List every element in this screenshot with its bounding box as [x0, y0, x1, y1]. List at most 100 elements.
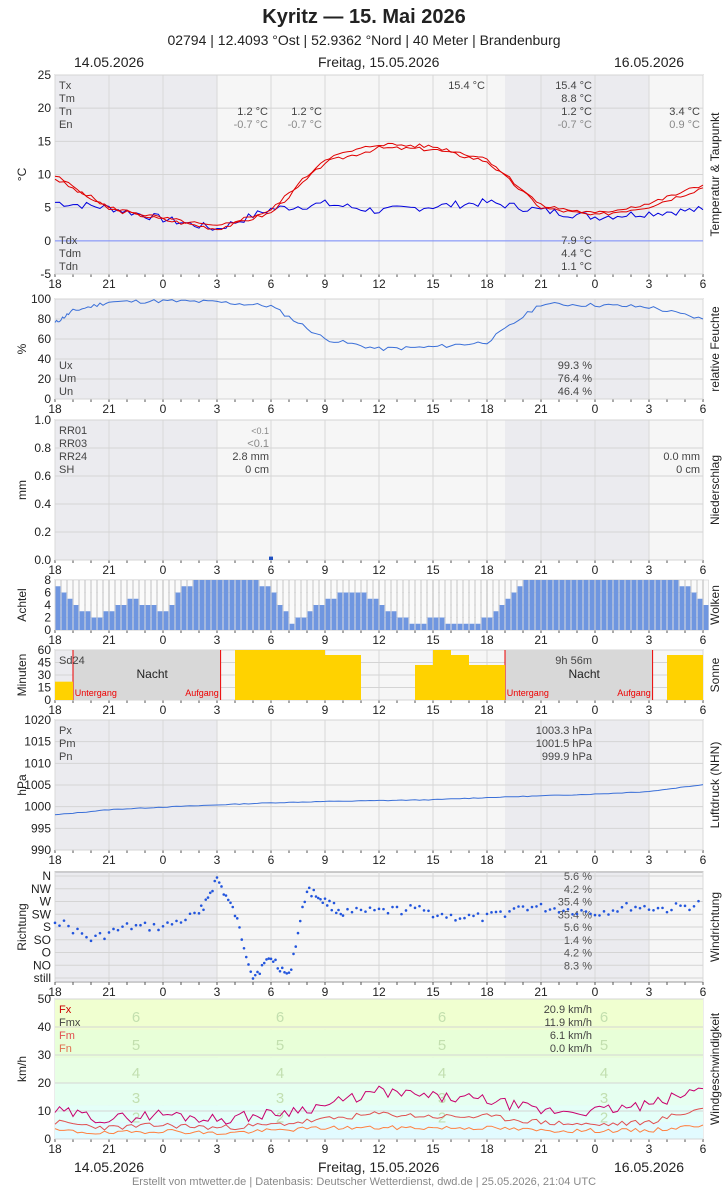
- x-tick-label: 21: [102, 703, 116, 717]
- beaufort-label: 3: [600, 1090, 608, 1107]
- wind-dir-point: [157, 928, 160, 932]
- legend-label: En: [59, 119, 72, 131]
- wind-dir-point: [271, 960, 275, 963]
- wind-dir-point: [298, 919, 302, 923]
- wind-dir-point: [80, 932, 84, 935]
- wind-dir-point: [285, 972, 289, 975]
- legend-value: 20.9 km/h: [544, 1004, 592, 1016]
- cloud-bar: [673, 580, 679, 630]
- panel-side-label: Sonne: [708, 657, 722, 692]
- sun-bar: [271, 650, 289, 700]
- cloud-bar: [439, 617, 445, 630]
- date-center-top: Freitag, 15.05.2026: [318, 54, 440, 70]
- wind-dir-point: [683, 904, 687, 908]
- wind-dir-point: [224, 894, 228, 897]
- wind-dir-point: [339, 912, 343, 916]
- series-wind-fx: [54, 1085, 704, 1125]
- cloud-bar: [625, 580, 631, 630]
- x-tick-label: 6: [268, 563, 275, 577]
- cloud-bar: [553, 580, 559, 630]
- legend-label: Fx: [59, 1004, 72, 1016]
- wind-dir-point: [208, 891, 212, 895]
- y-tick-label: 1015: [24, 735, 51, 749]
- y-tick-label: 0.0: [34, 553, 51, 567]
- beaufort-label: 5: [600, 1037, 608, 1054]
- night-band: [505, 299, 649, 399]
- beaufort-band: [55, 1029, 703, 1058]
- sun-bar: [325, 655, 343, 700]
- y-tick-label: 1020: [24, 713, 51, 727]
- y-tick-label: 20: [38, 101, 52, 115]
- x-tick-label: 12: [372, 563, 386, 577]
- wind-dir-point: [625, 901, 628, 905]
- x-tick-label: 21: [534, 563, 548, 577]
- cloud-bar: [391, 611, 397, 630]
- x-tick-label: 21: [102, 853, 116, 867]
- x-tick-label: 3: [646, 1142, 653, 1156]
- cloud-bar: [385, 611, 391, 630]
- legend-value-day1: -0.7 °C: [234, 119, 268, 131]
- x-tick-label: 9: [322, 703, 329, 717]
- legend-value: 6.1 km/h: [550, 1030, 592, 1042]
- y-tick-label: 0.8: [34, 441, 51, 455]
- cloud-bar: [601, 580, 607, 630]
- legend-label: Um: [59, 373, 76, 385]
- wind-dir-point: [359, 908, 363, 912]
- x-tick-label: 9: [322, 985, 329, 999]
- sunset-label: Untergang: [507, 688, 549, 698]
- wind-dir-point: [260, 963, 264, 967]
- beaufort-band: [55, 1057, 703, 1083]
- y-tick-label: 40: [38, 352, 52, 366]
- sunrise-label: Aufgang: [617, 688, 651, 698]
- cloud-bar: [229, 580, 235, 630]
- y-axis-label: hPa: [15, 774, 29, 796]
- x-tick-label: 18: [480, 277, 494, 291]
- sun-bar: [667, 655, 685, 700]
- x-tick-label: 21: [534, 633, 548, 647]
- y-tick-label: 6: [44, 586, 51, 600]
- beaufort-label: 5: [276, 1037, 284, 1054]
- wind-dir-point: [413, 906, 417, 910]
- wind-dir-point: [566, 907, 570, 911]
- wind-dir-point: [472, 914, 475, 918]
- x-tick-label: 3: [646, 633, 653, 647]
- date-left-top: 14.05.2026: [74, 54, 145, 70]
- y-tick-label: 10: [38, 1104, 52, 1118]
- wind-dir-point: [422, 909, 426, 912]
- series-temp-max: [54, 142, 704, 226]
- wind-dir-point: [258, 972, 262, 976]
- y-axis-label: %: [15, 343, 29, 354]
- sunset-label: Untergang: [75, 688, 117, 698]
- panel-side-label: Wolken: [708, 585, 722, 625]
- wind-dir-point: [508, 910, 511, 913]
- y-tick-label: 60: [38, 332, 52, 346]
- x-tick-label: 21: [534, 277, 548, 291]
- dew-legend-label: Tdn: [59, 261, 78, 273]
- x-tick-label: 21: [102, 1142, 116, 1156]
- wind-dir-point: [575, 912, 579, 916]
- wind-dir-point: [256, 970, 259, 974]
- x-tick-label: 6: [268, 277, 275, 291]
- y-tick-label: NO: [33, 958, 51, 972]
- x-tick-label: 0: [160, 402, 167, 416]
- cloud-bar: [583, 580, 589, 630]
- cloud-bar: [115, 605, 121, 630]
- legend-value-day3: 0.9 °C: [669, 119, 700, 131]
- wind-dir-point: [249, 970, 253, 973]
- wind-dir-point: [571, 913, 574, 916]
- y-tick-label: 0: [44, 392, 51, 406]
- wind-dir-point: [71, 931, 75, 935]
- x-tick-label: 18: [48, 853, 62, 867]
- legend-label: Pm: [59, 738, 76, 750]
- sun-bar: [343, 655, 361, 700]
- x-tick-label: 6: [700, 703, 707, 717]
- legend-label: Fmx: [59, 1017, 81, 1029]
- wind-dir-point: [244, 955, 248, 959]
- wind-dir-point: [346, 907, 349, 911]
- cloud-cell-empty: [409, 579, 415, 631]
- wind-dir-point: [226, 898, 230, 902]
- cloud-cell-empty: [415, 579, 421, 631]
- wind-dir-point: [278, 969, 282, 973]
- x-tick-label: 0: [592, 1142, 599, 1156]
